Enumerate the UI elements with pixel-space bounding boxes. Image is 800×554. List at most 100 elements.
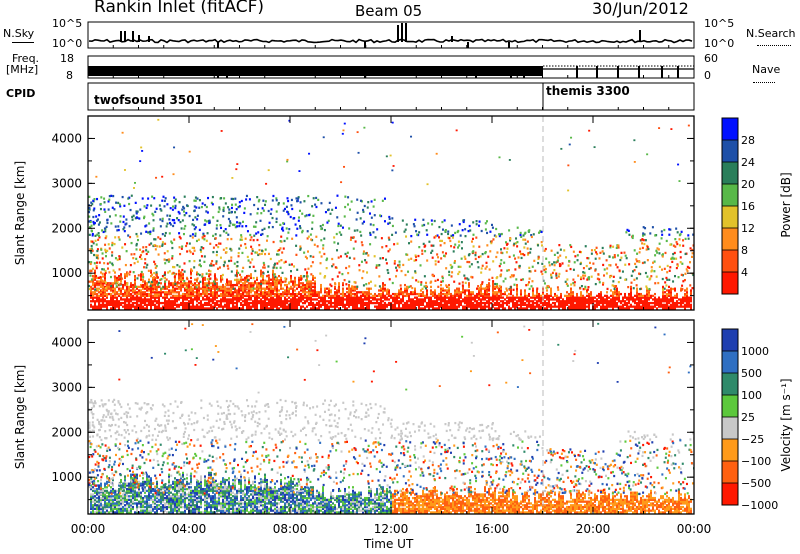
range-cell — [270, 285, 272, 289]
range-cell — [114, 214, 117, 217]
range-cell — [181, 208, 184, 211]
range-cell — [222, 208, 225, 212]
range-cell — [316, 301, 318, 305]
range-cell — [382, 294, 384, 298]
range-cell — [440, 294, 442, 298]
range-cell — [664, 296, 666, 299]
range-cell — [531, 280, 534, 283]
range-cell — [162, 287, 164, 290]
range-cell — [298, 285, 300, 289]
range-cell — [125, 218, 128, 221]
range-cell — [492, 283, 494, 287]
range-cell — [276, 301, 278, 305]
range-cell — [422, 301, 424, 305]
range-cell — [661, 277, 664, 281]
range-cell — [99, 207, 102, 211]
range-cell — [333, 236, 336, 239]
range-cell — [487, 286, 490, 290]
range-cell — [600, 298, 602, 301]
range-cell — [163, 273, 166, 277]
range-cell — [90, 296, 92, 299]
range-cell — [488, 284, 491, 288]
range-cell — [296, 301, 298, 305]
range-cell — [528, 305, 530, 308]
range-cell — [130, 241, 133, 245]
range-cell — [290, 276, 292, 280]
range-cell — [340, 292, 342, 296]
range-cell — [282, 247, 285, 250]
range-cell — [440, 300, 442, 303]
range-cell — [358, 307, 360, 310]
range-cell — [123, 169, 126, 171]
range-cell — [383, 197, 386, 200]
range-cell — [236, 294, 238, 298]
range-cell — [320, 202, 323, 205]
range-cell — [104, 274, 106, 278]
range-cell — [361, 244, 364, 247]
range-cell — [298, 301, 300, 305]
range-cell — [163, 234, 166, 237]
range-cell — [567, 164, 570, 167]
range-cell — [210, 303, 212, 307]
range-cell — [149, 284, 152, 288]
range-cell — [503, 261, 506, 264]
range-cell — [174, 282, 177, 286]
range-cell — [214, 289, 216, 292]
range-cell — [484, 296, 486, 299]
range-cell — [668, 298, 670, 301]
range-cell — [190, 307, 192, 310]
range-cell — [230, 280, 232, 283]
range-cell — [170, 283, 172, 287]
range-cell — [183, 270, 186, 273]
range-cell — [154, 303, 156, 307]
range-cell — [180, 289, 182, 292]
range-cell — [466, 298, 468, 301]
range-cell — [370, 200, 373, 203]
range-cell — [492, 280, 495, 283]
range-cell — [214, 294, 216, 298]
range-cell — [362, 307, 364, 310]
range-cell — [290, 292, 292, 296]
range-cell — [251, 258, 254, 261]
range-cell — [144, 225, 147, 228]
range-cell — [282, 229, 285, 232]
range-cell — [448, 305, 450, 308]
range-cell — [606, 287, 609, 291]
range-cell — [316, 291, 318, 294]
range-cell — [150, 291, 152, 294]
range-cell — [88, 261, 91, 264]
range-cell — [524, 303, 526, 307]
range-cell — [173, 219, 176, 222]
range-cell — [454, 243, 457, 246]
range-cell — [330, 305, 332, 308]
range-cell — [295, 244, 298, 247]
range-cell — [426, 303, 428, 307]
range-cell — [278, 301, 280, 305]
range-cell — [274, 275, 277, 279]
range-cell — [308, 283, 310, 287]
range-cell — [356, 292, 358, 296]
range-cell — [262, 287, 264, 290]
range-cell — [362, 208, 365, 212]
range-cell — [144, 262, 147, 265]
range-cell — [534, 307, 536, 310]
range-cell — [452, 301, 454, 305]
range-cell — [144, 303, 146, 307]
range-cell — [100, 288, 103, 292]
range-cell — [272, 300, 274, 303]
range-cell — [228, 301, 230, 305]
range-cell — [284, 292, 286, 296]
range-cell — [94, 282, 96, 285]
range-cell — [378, 298, 380, 301]
range-cell — [347, 271, 350, 275]
range-cell — [494, 303, 496, 307]
range-cell — [112, 194, 115, 198]
range-cell — [325, 258, 328, 262]
range-cell — [524, 296, 526, 299]
range-cell — [472, 298, 474, 301]
range-cell — [198, 292, 200, 296]
range-cell — [180, 282, 182, 285]
range-cell — [177, 219, 180, 222]
range-cell — [338, 283, 340, 287]
range-cell — [492, 292, 494, 296]
